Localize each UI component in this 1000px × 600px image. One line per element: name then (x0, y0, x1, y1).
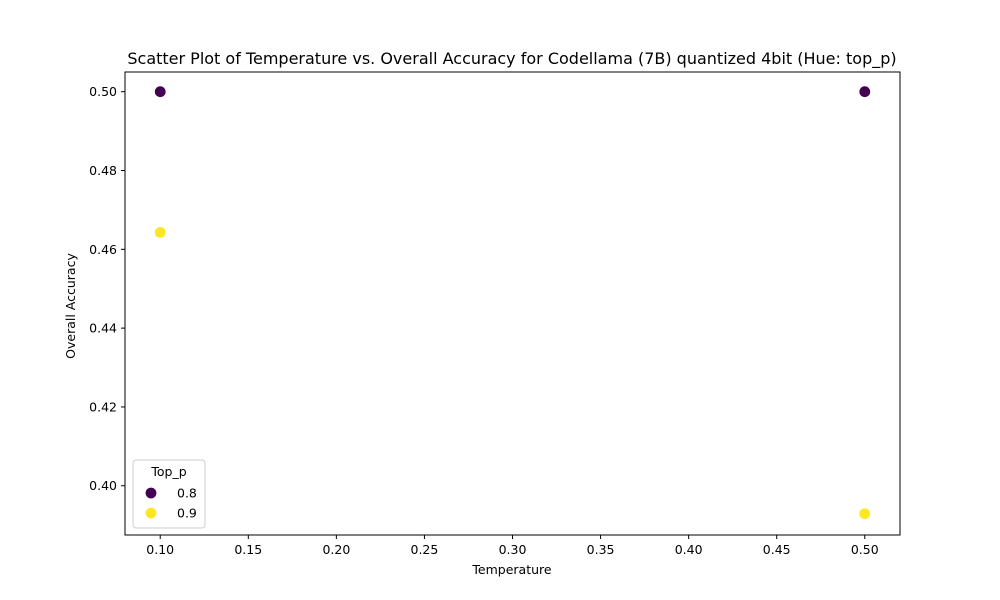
y-tick-label: 0.46 (89, 242, 117, 257)
x-axis-label: Temperature (471, 562, 551, 577)
x-tick-label: 0.40 (675, 542, 703, 557)
y-tick-label: 0.42 (89, 399, 117, 414)
data-point (154, 226, 167, 239)
x-tick-label: 0.45 (763, 542, 791, 557)
legend: Top_p 0.8 0.9 (132, 459, 206, 529)
data-points (154, 85, 871, 520)
legend-marker (144, 506, 158, 520)
x-tick-label: 0.20 (322, 542, 350, 557)
y-tick-label: 0.40 (89, 478, 117, 493)
data-point (154, 85, 167, 98)
x-tick-label: 0.50 (851, 542, 879, 557)
legend-label: 0.9 (177, 506, 197, 521)
plot-frame (124, 71, 901, 536)
data-point (858, 85, 871, 98)
y-tick-label: 0.50 (89, 84, 117, 99)
legend-label: 0.8 (177, 486, 197, 501)
plot-area (124, 71, 901, 536)
x-tick-label: 0.30 (499, 542, 527, 557)
legend-title: Top_p (150, 464, 186, 479)
y-tick-label: 0.48 (89, 163, 117, 178)
x-tick-label: 0.10 (146, 542, 174, 557)
x-axis-ticks: 0.10 0.15 0.20 0.25 0.30 0.35 0.40 0.45 0.50 (146, 535, 879, 557)
x-tick-label: 0.35 (587, 542, 615, 557)
x-tick-label: 0.25 (411, 542, 439, 557)
y-axis-label: Overall Accuracy (63, 253, 78, 359)
x-tick-label: 0.15 (234, 542, 262, 557)
chart-title: Scatter Plot of Temperature vs. Overall … (127, 49, 896, 69)
legend-marker (144, 486, 158, 500)
y-tick-label: 0.44 (89, 321, 117, 336)
data-point (858, 507, 871, 520)
y-axis-ticks: 0.40 0.42 0.44 0.46 0.48 0.50 (89, 84, 125, 493)
